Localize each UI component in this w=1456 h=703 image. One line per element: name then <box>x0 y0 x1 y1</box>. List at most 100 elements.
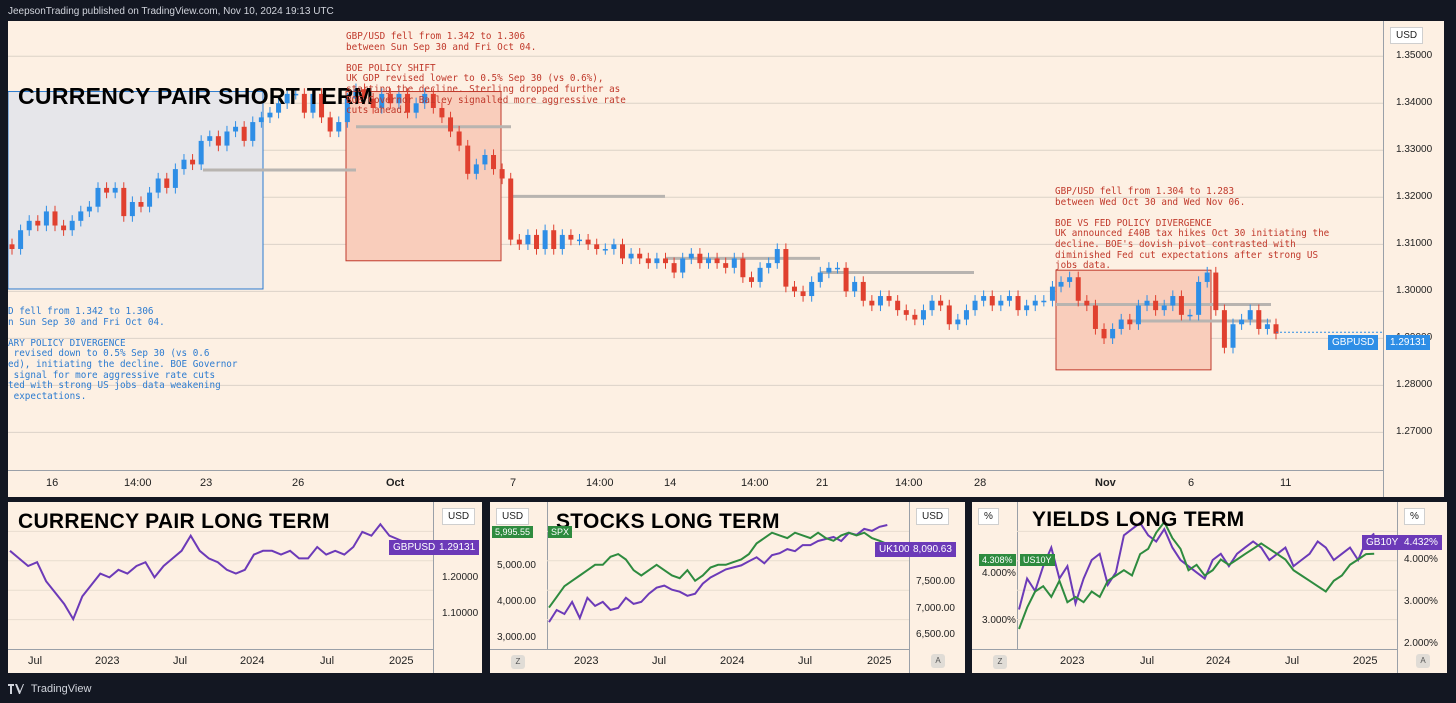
candle-body <box>1144 300 1150 306</box>
candle-body <box>233 126 239 132</box>
main-time-tick: 14 <box>664 477 677 489</box>
candle-body <box>499 169 505 179</box>
main-time-axis[interactable]: 16 14:00 23 26 Oct 7 14:00 14 14:00 21 14:00 28 Nov 6… <box>8 470 1383 497</box>
main-time-tick: 14:00 <box>741 477 769 489</box>
currency-long-term-panel[interactable]: CURRENCY PAIR LONG TERM USD 1.20000 1.10… <box>8 502 482 673</box>
series-line-gb10y <box>1018 521 1375 610</box>
p1-currency-label[interactable]: USD <box>442 508 476 525</box>
candle-body <box>121 187 127 217</box>
currency-long-term-chart[interactable] <box>8 502 433 649</box>
candle-body <box>809 281 815 297</box>
candle-body <box>577 239 583 242</box>
stocks-long-term-chart[interactable] <box>547 502 909 649</box>
candle-body <box>662 258 668 264</box>
candle-body <box>1084 300 1090 306</box>
candle-body <box>267 112 273 118</box>
main-currency-label[interactable]: USD <box>1390 27 1424 44</box>
main-time-tick: 14:00 <box>895 477 923 489</box>
candle-body <box>112 187 118 193</box>
candle-body <box>104 187 110 193</box>
candle-body <box>430 93 436 108</box>
candle-body <box>834 267 840 270</box>
candle-body <box>491 154 497 170</box>
candle-body <box>405 93 411 113</box>
candle-body <box>1213 272 1219 311</box>
candle-body <box>946 305 952 325</box>
currency-long-term-title: CURRENCY PAIR LONG TERM <box>18 510 330 533</box>
stocks-long-term-panel[interactable]: USD 5,000.00 4,000.00 3,000.00 STOCKS LO… <box>490 502 965 673</box>
p2-left-tick: 5,000.00 <box>497 560 536 571</box>
series-line-gbpusd <box>9 522 408 622</box>
candle-body <box>78 211 84 221</box>
main-chart-panel[interactable]: CURRENCY PAIR SHORT TERM GBP/USD fell fr… <box>8 21 1444 497</box>
candle-body <box>637 253 643 259</box>
main-time-tick: Oct <box>386 477 405 489</box>
footer-brand-text: TradingView <box>30 683 92 695</box>
p3-symbol-badge: GB10Y <box>1362 535 1403 550</box>
p2-right-currency[interactable]: USD <box>916 508 950 525</box>
candle-body <box>963 310 969 320</box>
stocks-long-term-title: STOCKS LONG TERM <box>556 510 780 533</box>
candle-body <box>602 249 608 251</box>
candle-body <box>714 258 720 264</box>
main-time-tick: 28 <box>974 477 987 489</box>
p3-left-unit[interactable]: % <box>978 508 999 525</box>
candle-body <box>525 234 531 245</box>
candle-body <box>387 93 393 104</box>
candle-body <box>258 117 264 123</box>
p3-value-badge: 4.432% <box>1400 535 1442 550</box>
candle-body <box>912 314 918 320</box>
candle-body <box>800 291 806 297</box>
p1-price-tick: 1.10000 <box>442 608 479 619</box>
p3-left-tick: 4.000% <box>982 568 1016 579</box>
yields-long-term-chart[interactable] <box>1017 502 1397 649</box>
candle-body <box>1067 277 1073 282</box>
candle-body <box>620 244 626 259</box>
p2-auto-scale-button[interactable]: A <box>931 654 945 668</box>
candle-body <box>852 281 858 292</box>
candle-body <box>95 187 101 207</box>
annotation-boe-fed-divergence: GBP/USD fell from 1.304 to 1.283 between… <box>1055 186 1330 272</box>
main-candlestick-chart[interactable] <box>8 21 1383 470</box>
candle-body <box>594 244 600 250</box>
candle-body <box>413 103 419 113</box>
p3-zoom-button[interactable]: Z <box>993 655 1007 669</box>
candle-body <box>224 131 230 146</box>
candle-body <box>1015 296 1021 311</box>
footer-brand[interactable]: TradingView <box>8 683 91 695</box>
yields-long-term-panel[interactable]: % 4.000% 3.000% YIELDS LONG TERM 4.308% … <box>972 502 1447 673</box>
p1-time-tick: Jul <box>28 655 43 667</box>
candle-body <box>69 220 75 231</box>
p3-right-unit[interactable]: % <box>1404 508 1425 525</box>
candle-body <box>215 136 221 146</box>
p1-symbol-badge: GBPUSD <box>389 540 440 555</box>
annotation-boe-policy-shift: GBP/USD fell from 1.342 to 1.306 between… <box>346 31 626 117</box>
p3-time-tick: 2025 <box>1353 655 1378 667</box>
p2-zoom-button[interactable]: Z <box>511 655 525 669</box>
candle-body <box>903 310 909 315</box>
candle-body <box>1075 277 1081 301</box>
blue-range-box <box>8 91 264 290</box>
candle-body <box>155 178 161 193</box>
p2-left-currency[interactable]: USD <box>496 508 530 525</box>
yields-long-term-title: YIELDS LONG TERM <box>1032 508 1245 531</box>
candle-body <box>1204 272 1210 282</box>
candle-body <box>52 211 58 226</box>
candle-body <box>972 300 978 311</box>
candle-body <box>697 253 703 264</box>
candle-body <box>860 281 866 301</box>
candle-body <box>1049 286 1055 301</box>
p3-auto-scale-button[interactable]: A <box>1416 654 1430 668</box>
candle-body <box>774 249 780 264</box>
candle-body <box>473 164 479 174</box>
candle-body <box>817 272 823 282</box>
p2-time-tick: 2025 <box>867 655 892 667</box>
main-price-axis[interactable]: USD 1.35000 1.34000 1.33000 1.32000 1.31000 1… <box>1383 21 1444 497</box>
main-time-tick: 21 <box>816 477 829 489</box>
candle-body <box>1187 314 1193 317</box>
candle-body <box>1247 310 1253 320</box>
candle-body <box>190 159 196 165</box>
main-price-tick: 1.35000 <box>1396 50 1433 62</box>
main-time-tick: Nov <box>1095 477 1116 489</box>
candle-body <box>319 93 325 118</box>
